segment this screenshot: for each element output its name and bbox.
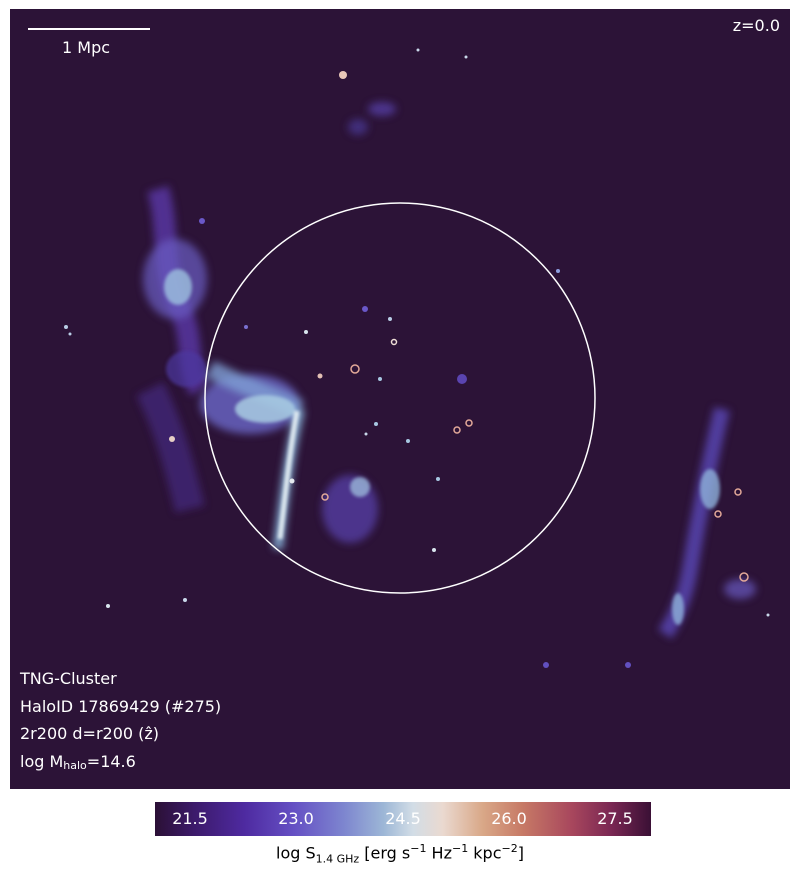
colorbar-tick: 23.0 bbox=[278, 809, 314, 828]
colorbar: 21.5 23.0 24.5 26.0 27.5 bbox=[155, 802, 651, 836]
halo-info: TNG-Cluster HaloID 17869429 (#275) 2r200… bbox=[20, 665, 221, 779]
colorbar-tick: 26.0 bbox=[491, 809, 527, 828]
r200-circle bbox=[204, 202, 596, 594]
simulation-name: TNG-Cluster bbox=[20, 669, 117, 688]
colorbar-tick: 24.5 bbox=[385, 809, 421, 828]
colorbar-label: log S1.4 GHz [erg s−1 Hz−1 kpc−2] bbox=[276, 842, 524, 866]
scalebar bbox=[28, 28, 150, 30]
colorbar-tick: 21.5 bbox=[172, 809, 208, 828]
emission-field bbox=[64, 48, 770, 668]
radio-emission-map: 1 Mpc z=0.0 TNG-Cluster HaloID 17869429 … bbox=[10, 9, 790, 789]
bright-cores bbox=[164, 269, 720, 625]
colorbar-tick: 27.5 bbox=[597, 809, 633, 828]
scalebar-label: 1 Mpc bbox=[62, 38, 111, 57]
diffuse-filaments bbox=[136, 102, 756, 639]
projection-info: 2r200 d=r200 (ẑ) bbox=[20, 724, 160, 743]
halo-mass: log Mhalo=14.6 bbox=[20, 751, 136, 772]
compact-sources bbox=[64, 48, 770, 668]
redshift-label: z=0.0 bbox=[732, 16, 780, 35]
halo-id: HaloID 17869429 (#275) bbox=[20, 696, 222, 716]
